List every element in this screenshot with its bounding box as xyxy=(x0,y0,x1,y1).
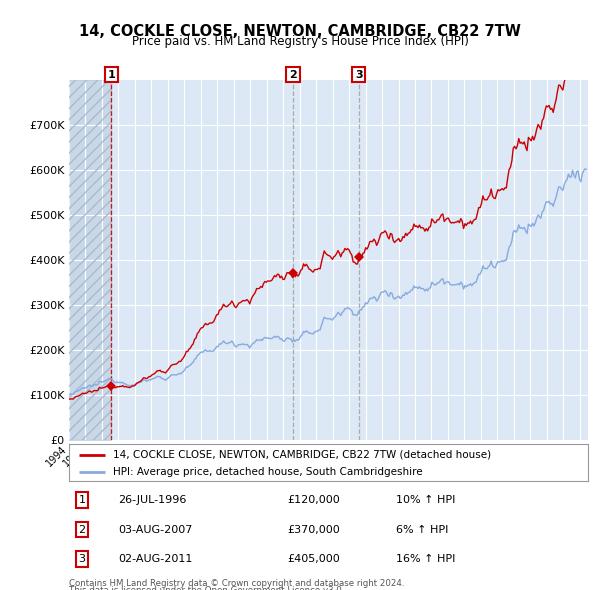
Text: 10% ↑ HPI: 10% ↑ HPI xyxy=(396,495,455,505)
Text: £405,000: £405,000 xyxy=(287,554,340,564)
Text: Contains HM Land Registry data © Crown copyright and database right 2024.: Contains HM Land Registry data © Crown c… xyxy=(69,579,404,588)
Text: 1: 1 xyxy=(79,495,85,505)
Text: 6% ↑ HPI: 6% ↑ HPI xyxy=(396,525,448,535)
Text: 3: 3 xyxy=(355,70,362,80)
Text: 14, COCKLE CLOSE, NEWTON, CAMBRIDGE, CB22 7TW (detached house): 14, COCKLE CLOSE, NEWTON, CAMBRIDGE, CB2… xyxy=(113,450,491,460)
Text: Price paid vs. HM Land Registry's House Price Index (HPI): Price paid vs. HM Land Registry's House … xyxy=(131,35,469,48)
Text: 3: 3 xyxy=(79,554,85,564)
Text: 2: 2 xyxy=(79,525,86,535)
Text: 14, COCKLE CLOSE, NEWTON, CAMBRIDGE, CB22 7TW: 14, COCKLE CLOSE, NEWTON, CAMBRIDGE, CB2… xyxy=(79,24,521,38)
Text: £370,000: £370,000 xyxy=(287,525,340,535)
Text: £120,000: £120,000 xyxy=(287,495,340,505)
Text: 2: 2 xyxy=(289,70,297,80)
Text: This data is licensed under the Open Government Licence v3.0.: This data is licensed under the Open Gov… xyxy=(69,586,344,590)
Text: HPI: Average price, detached house, South Cambridgeshire: HPI: Average price, detached house, Sout… xyxy=(113,467,423,477)
Text: 16% ↑ HPI: 16% ↑ HPI xyxy=(396,554,455,564)
Text: 02-AUG-2011: 02-AUG-2011 xyxy=(118,554,193,564)
Text: 26-JUL-1996: 26-JUL-1996 xyxy=(118,495,187,505)
Text: 1: 1 xyxy=(107,70,115,80)
Text: 03-AUG-2007: 03-AUG-2007 xyxy=(118,525,193,535)
